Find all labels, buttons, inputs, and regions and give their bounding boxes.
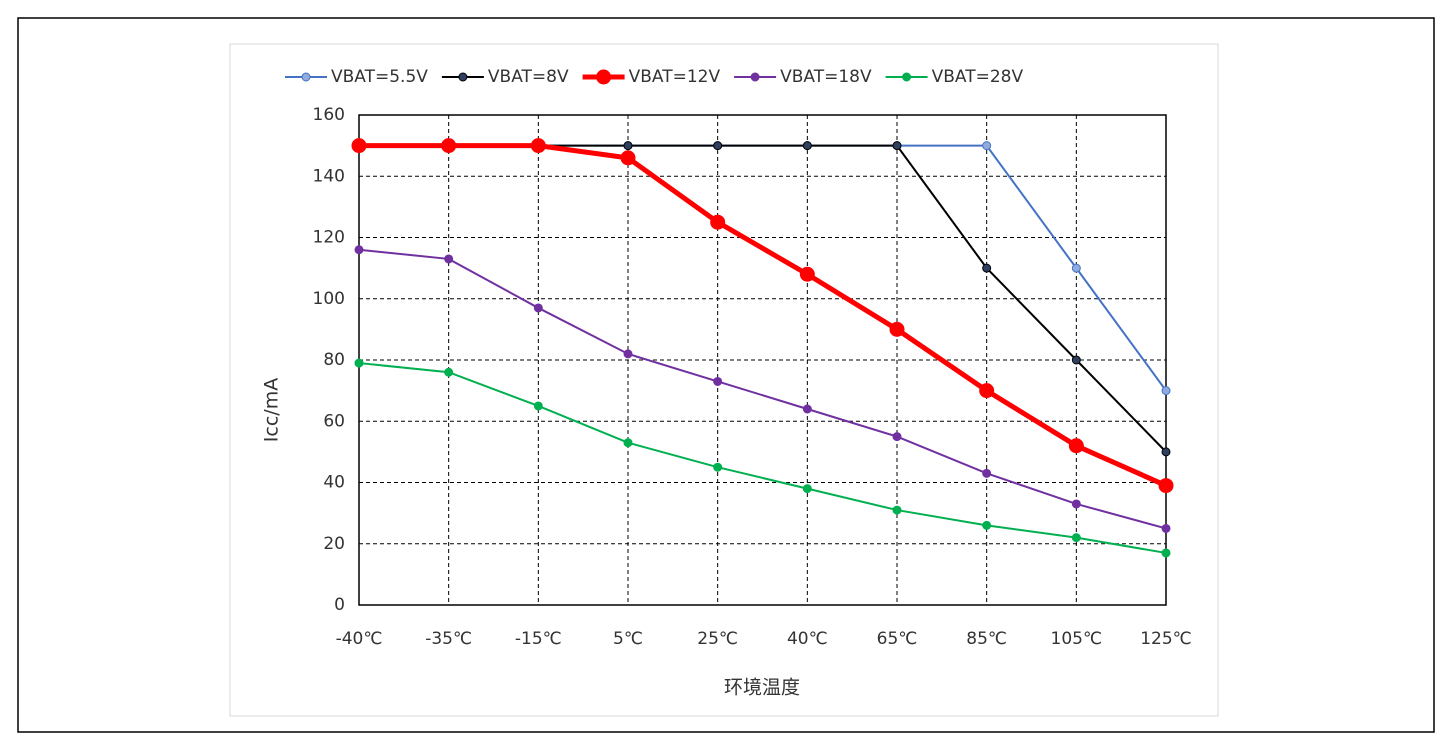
data-point xyxy=(1071,499,1081,509)
data-point xyxy=(444,254,454,264)
series-line xyxy=(358,248,1167,530)
data-point xyxy=(354,358,364,368)
y-tick-label: 20 xyxy=(323,534,345,554)
x-tick-label: 85℃ xyxy=(966,629,1007,649)
y-tick-label: 160 xyxy=(313,105,345,125)
data-point xyxy=(1158,478,1174,494)
legend-marker xyxy=(902,72,912,82)
data-point xyxy=(1161,447,1171,457)
legend-marker xyxy=(596,69,612,85)
data-point xyxy=(444,367,454,377)
data-point xyxy=(892,432,902,442)
legend-label: VBAT=12V xyxy=(629,67,721,87)
data-point xyxy=(351,138,367,154)
y-tick-label: 140 xyxy=(313,166,345,186)
legend-label: VBAT=8V xyxy=(488,67,569,87)
data-point xyxy=(802,141,812,151)
x-tick-label: -15℃ xyxy=(515,629,562,649)
y-tick-label: 100 xyxy=(313,289,345,309)
data-point xyxy=(1068,438,1084,454)
x-axis-title: 环境温度 xyxy=(724,677,800,699)
data-point xyxy=(1161,523,1171,533)
data-point xyxy=(533,401,543,411)
data-point xyxy=(1071,263,1081,273)
data-point xyxy=(1071,533,1081,543)
legend-label: VBAT=28V xyxy=(932,67,1024,87)
data-point xyxy=(710,214,726,230)
data-point xyxy=(713,376,723,386)
x-tick-label: -40℃ xyxy=(336,629,383,649)
data-point xyxy=(802,404,812,414)
data-point xyxy=(620,150,636,166)
data-point xyxy=(623,141,633,151)
data-point xyxy=(982,263,992,273)
x-tick-label: -35℃ xyxy=(425,629,472,649)
data-point xyxy=(354,245,364,255)
x-tick-label: 105℃ xyxy=(1051,629,1103,649)
data-point xyxy=(623,438,633,448)
series-line xyxy=(358,362,1167,554)
data-point xyxy=(982,141,992,151)
data-point xyxy=(889,321,905,337)
data-point xyxy=(982,520,992,530)
y-axis-title: Icc/mA xyxy=(261,378,283,442)
data-point xyxy=(892,141,902,151)
x-tick-label: 5℃ xyxy=(613,629,643,649)
x-tick-label: 125℃ xyxy=(1140,629,1192,649)
data-point xyxy=(713,462,723,472)
data-point xyxy=(530,138,546,154)
y-tick-label: 40 xyxy=(323,473,345,493)
y-tick-label: 60 xyxy=(323,411,345,431)
data-point xyxy=(441,138,457,154)
chart-area xyxy=(229,43,1219,717)
data-point xyxy=(1161,548,1171,558)
legend-marker xyxy=(301,72,311,82)
legend-label: VBAT=18V xyxy=(780,67,872,87)
legend: VBAT=5.5V VBAT=8V VBAT=12V VBAT=18V VBAT=28V xyxy=(285,67,1023,87)
legend-marker xyxy=(750,72,760,82)
x-tick-label: 25℃ xyxy=(697,629,738,649)
y-tick-label: 0 xyxy=(334,595,345,615)
data-point xyxy=(802,484,812,494)
data-point xyxy=(892,505,902,515)
data-point xyxy=(979,383,995,399)
legend-label: VBAT=5.5V xyxy=(331,67,428,87)
legend-marker xyxy=(458,72,468,82)
data-point xyxy=(1161,386,1171,396)
y-tick-label: 120 xyxy=(313,228,345,248)
x-tick-label: 40℃ xyxy=(787,629,828,649)
data-point xyxy=(533,303,543,313)
data-point xyxy=(1071,355,1081,365)
y-tick-label: 80 xyxy=(323,350,345,370)
data-point xyxy=(982,468,992,478)
data-point xyxy=(623,349,633,359)
data-point xyxy=(713,141,723,151)
x-tick-label: 65℃ xyxy=(877,629,918,649)
series-line xyxy=(359,143,1168,488)
data-point xyxy=(799,266,815,282)
